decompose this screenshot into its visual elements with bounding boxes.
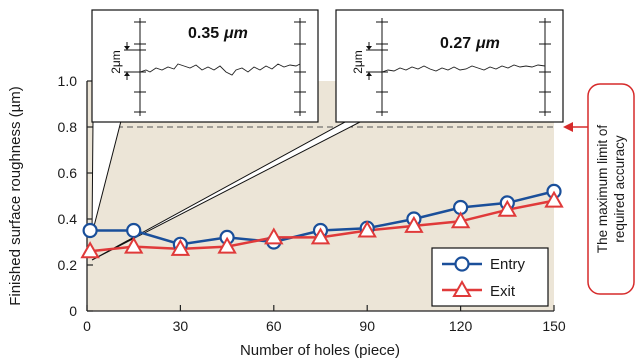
accuracy-note-line-2: required accuracy [612, 135, 627, 243]
series-layer [80, 183, 564, 259]
legend-exit-marker [452, 279, 472, 297]
data-point-exit [264, 227, 284, 245]
data-point-entry [126, 222, 142, 239]
inset-unit-exit: μm [475, 35, 500, 52]
x-tick-label: 120 [449, 318, 473, 334]
y-tick-label: 0.4 [58, 211, 78, 227]
profile-inset-entry: 0.35 μm 2μm [91, 9, 319, 123]
x-tick-label: 150 [542, 318, 566, 334]
x-tick-label: 30 [173, 318, 189, 334]
x-tick-label: 60 [266, 318, 282, 334]
data-point-exit [310, 227, 331, 245]
y-tick-label: 0 [69, 303, 77, 319]
accuracy-limit-note: The maximum limit of required accuracy [587, 83, 635, 295]
y-tick-label: 1.0 [58, 73, 78, 89]
y-tick-group: 0 0.2 0.4 0.6 0.8 1.0 [58, 73, 93, 319]
data-point-exit [123, 236, 144, 254]
data-point-exit [450, 211, 471, 229]
data-point-exit [217, 236, 237, 254]
inset-unit-entry: μm [223, 25, 248, 42]
x-tick-group: 0 30 60 90 120 150 [83, 305, 566, 334]
x-axis-title: Number of holes (piece) [240, 342, 400, 359]
inset-value-exit: 0.27 [440, 35, 471, 52]
inset-scale-exit: 2μm [351, 50, 365, 74]
data-point-entry [82, 222, 98, 239]
inset-value-entry: 0.35 [188, 25, 219, 42]
legend-exit-label: Exit [490, 283, 516, 300]
accuracy-note-line-1: The maximum limit of [595, 125, 610, 254]
data-point-exit [404, 215, 424, 233]
y-tick-label: 0.2 [58, 257, 78, 273]
legend: Entry Exit [431, 247, 549, 307]
y-axis-title: Finished surface roughness (µm) [7, 86, 24, 306]
y-tick-label: 0.6 [58, 165, 78, 181]
profile-inset-exit: 0.27 μm 2μm [335, 9, 564, 123]
x-tick-label: 90 [359, 318, 375, 334]
data-point-exit [544, 190, 564, 208]
limit-arrow-head [563, 122, 573, 132]
inset-scale-entry: 2μm [109, 50, 123, 74]
y-tick-label: 0.8 [58, 119, 78, 135]
legend-entry-label: Entry [490, 256, 526, 273]
x-tick-label: 0 [83, 318, 91, 334]
data-point-exit [497, 199, 518, 217]
legend-entry-marker [454, 256, 470, 272]
data-point-exit [80, 241, 100, 259]
data-point-exit [357, 220, 377, 238]
data-point-exit [170, 238, 191, 256]
